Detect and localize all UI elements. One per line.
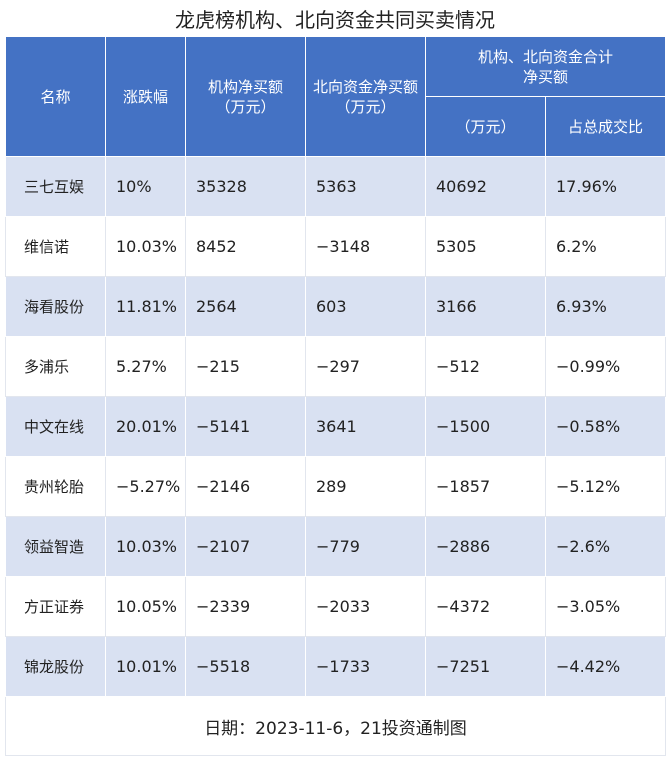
table-row: 锦龙股份 10.01% −5518 −1733 −7251 −4.42%: [5, 636, 666, 697]
header-change: 涨跌幅: [105, 36, 186, 157]
header-north-net: 北向资金净买额（万元）: [305, 36, 426, 157]
cell-total: −1857: [425, 456, 546, 517]
header-combined-group: 机构、北向资金合计净买额: [425, 36, 666, 97]
cell-total: −2886: [425, 516, 546, 577]
cell-inst: 35328: [185, 156, 306, 217]
cell-name: 领益智造: [5, 516, 106, 577]
cell-change: 10.03%: [105, 516, 186, 577]
table-row: 维信诺 10.03% 8452 −3148 5305 6.2%: [5, 216, 666, 277]
cell-name: 锦龙股份: [5, 636, 106, 697]
cell-ratio: −3.05%: [545, 576, 666, 637]
cell-change: 10.03%: [105, 216, 186, 277]
cell-ratio: −0.58%: [545, 396, 666, 457]
cell-north: −297: [305, 336, 426, 397]
cell-ratio: 6.2%: [545, 216, 666, 277]
cell-change: 10.05%: [105, 576, 186, 637]
cell-inst: 8452: [185, 216, 306, 277]
cell-ratio: 17.96%: [545, 156, 666, 217]
header-ratio: 占总成交比: [545, 96, 666, 157]
cell-total: −512: [425, 336, 546, 397]
cell-ratio: −5.12%: [545, 456, 666, 517]
cell-ratio: −4.42%: [545, 636, 666, 697]
cell-change: 10.01%: [105, 636, 186, 697]
table-row: 贵州轮胎 −5.27% −2146 289 −1857 −5.12%: [5, 456, 666, 517]
cell-change: 11.81%: [105, 276, 186, 337]
cell-change: 20.01%: [105, 396, 186, 457]
table-row: 海看股份 11.81% 2564 603 3166 6.93%: [5, 276, 666, 337]
table-row: 三七互娱 10% 35328 5363 40692 17.96%: [5, 156, 666, 217]
cell-north: 3641: [305, 396, 426, 457]
cell-inst: −5141: [185, 396, 306, 457]
cell-total: −1500: [425, 396, 546, 457]
cell-name: 贵州轮胎: [5, 456, 106, 517]
header-combined-unit: （万元）: [425, 96, 546, 157]
table-row: 方正证券 10.05% −2339 −2033 −4372 −3.05%: [5, 576, 666, 637]
header-inst-net: 机构净买额（万元）: [185, 36, 306, 157]
cell-total: 40692: [425, 156, 546, 217]
cell-inst: −2339: [185, 576, 306, 637]
cell-change: 10%: [105, 156, 186, 217]
page-title: 龙虎榜机构、北向资金共同买卖情况: [175, 8, 495, 32]
cell-change: 5.27%: [105, 336, 186, 397]
cell-ratio: −0.99%: [545, 336, 666, 397]
cell-total: 5305: [425, 216, 546, 277]
cell-north: −1733: [305, 636, 426, 697]
cell-total: 3166: [425, 276, 546, 337]
cell-north: −2033: [305, 576, 426, 637]
cell-total: −4372: [425, 576, 546, 637]
cell-name: 多浦乐: [5, 336, 106, 397]
data-table: 名称 涨跌幅 机构净买额（万元） 北向资金净买额（万元） 机构、北向资金合计净买…: [5, 36, 666, 756]
cell-inst: −5518: [185, 636, 306, 697]
cell-ratio: −2.6%: [545, 516, 666, 577]
cell-north: −3148: [305, 216, 426, 277]
table-body: 三七互娱 10% 35328 5363 40692 17.96% 维信诺 10.03% 8452…: [5, 156, 666, 697]
cell-name: 海看股份: [5, 276, 106, 337]
cell-name: 维信诺: [5, 216, 106, 277]
cell-total: −7251: [425, 636, 546, 697]
cell-north: 603: [305, 276, 426, 337]
cell-north: 289: [305, 456, 426, 517]
footer-caption: 日期：2023-11-6，21投资通制图: [5, 696, 666, 756]
cell-name: 方正证券: [5, 576, 106, 637]
cell-inst: −2146: [185, 456, 306, 517]
table-row: 中文在线 20.01% −5141 3641 −1500 −0.58%: [5, 396, 666, 457]
cell-north: 5363: [305, 156, 426, 217]
cell-change: −5.27%: [105, 456, 186, 517]
cell-inst: −2107: [185, 516, 306, 577]
table-row: 多浦乐 5.27% −215 −297 −512 −0.99%: [5, 336, 666, 397]
cell-inst: −215: [185, 336, 306, 397]
header-name: 名称: [5, 36, 106, 157]
cell-north: −779: [305, 516, 426, 577]
cell-name: 中文在线: [5, 396, 106, 457]
cell-name: 三七互娱: [5, 156, 106, 217]
table-header: 名称 涨跌幅 机构净买额（万元） 北向资金净买额（万元） 机构、北向资金合计净买…: [5, 36, 666, 157]
cell-inst: 2564: [185, 276, 306, 337]
cell-ratio: 6.93%: [545, 276, 666, 337]
table-row: 领益智造 10.03% −2107 −779 −2886 −2.6%: [5, 516, 666, 577]
